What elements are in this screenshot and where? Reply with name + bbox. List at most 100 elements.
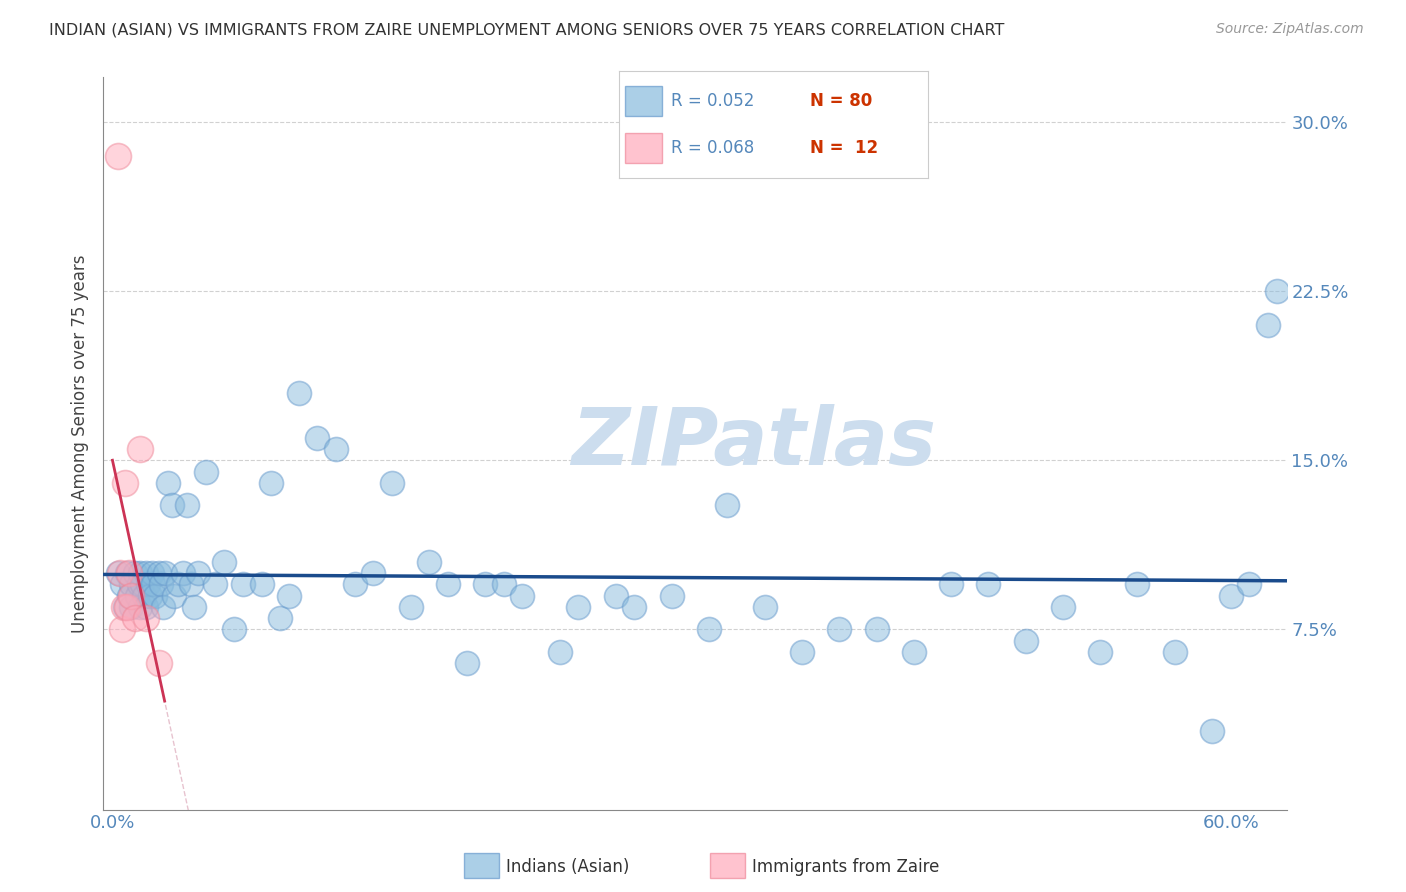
Point — [828, 623, 851, 637]
Point — [1014, 633, 1036, 648]
Point — [790, 645, 813, 659]
Point — [1239, 577, 1261, 591]
Point — [437, 577, 460, 591]
Point — [118, 589, 141, 603]
Point — [325, 442, 347, 456]
Point — [143, 589, 166, 603]
Point — [288, 385, 311, 400]
Point — [977, 577, 1000, 591]
Text: R = 0.052: R = 0.052 — [671, 93, 755, 111]
Point — [343, 577, 366, 591]
Point — [134, 589, 156, 603]
Point — [1052, 599, 1074, 614]
Point — [492, 577, 515, 591]
Point — [166, 577, 188, 591]
Point — [129, 566, 152, 580]
Point — [567, 599, 589, 614]
Text: Immigrants from Zaire: Immigrants from Zaire — [752, 858, 939, 876]
Point — [112, 599, 135, 614]
Y-axis label: Unemployment Among Seniors over 75 years: Unemployment Among Seniors over 75 years — [72, 254, 89, 632]
Point — [172, 566, 194, 580]
Point — [120, 577, 142, 591]
Point — [204, 577, 226, 591]
Point — [157, 475, 180, 490]
Point — [623, 599, 645, 614]
Point — [1201, 723, 1223, 738]
Point — [111, 623, 134, 637]
FancyBboxPatch shape — [624, 87, 662, 116]
Point — [138, 589, 160, 603]
Point — [183, 599, 205, 614]
Text: ZIPatlas: ZIPatlas — [571, 404, 936, 483]
Point — [222, 623, 245, 637]
Point — [865, 623, 887, 637]
Point — [117, 566, 139, 580]
Point — [136, 577, 159, 591]
Point — [117, 599, 139, 614]
Point — [129, 599, 152, 614]
Point — [697, 623, 720, 637]
Point — [474, 577, 496, 591]
Point — [135, 611, 157, 625]
Point — [187, 566, 209, 580]
Point — [1219, 589, 1241, 603]
Point — [903, 645, 925, 659]
Point — [160, 499, 183, 513]
Point — [114, 599, 136, 614]
Point — [149, 577, 172, 591]
Point — [1126, 577, 1149, 591]
Point — [124, 611, 146, 625]
Point — [176, 499, 198, 513]
FancyBboxPatch shape — [624, 134, 662, 163]
Point — [114, 475, 136, 490]
Point — [278, 589, 301, 603]
Point — [152, 599, 174, 614]
Text: Source: ZipAtlas.com: Source: ZipAtlas.com — [1216, 22, 1364, 37]
Point — [125, 589, 148, 603]
Point — [1090, 645, 1112, 659]
Point — [131, 577, 153, 591]
Point — [661, 589, 683, 603]
Point — [120, 589, 142, 603]
Point — [163, 589, 186, 603]
Point — [456, 656, 478, 670]
Point — [716, 499, 738, 513]
Point — [250, 577, 273, 591]
Point — [512, 589, 534, 603]
Point — [148, 656, 170, 670]
Point — [135, 566, 157, 580]
Point — [135, 599, 157, 614]
Point — [142, 577, 165, 591]
Point — [108, 566, 131, 580]
Point — [939, 577, 962, 591]
Point — [107, 566, 129, 580]
Text: N =  12: N = 12 — [810, 139, 879, 157]
Point — [399, 599, 422, 614]
Text: N = 80: N = 80 — [810, 93, 873, 111]
Text: Indians (Asian): Indians (Asian) — [506, 858, 630, 876]
Point — [260, 475, 283, 490]
Point — [141, 566, 163, 580]
Point — [232, 577, 254, 591]
Point — [269, 611, 291, 625]
Point — [129, 442, 152, 456]
Point — [153, 566, 176, 580]
Point — [418, 555, 440, 569]
Point — [1164, 645, 1187, 659]
Point — [124, 566, 146, 580]
Point — [381, 475, 404, 490]
Point — [214, 555, 236, 569]
Point — [120, 599, 142, 614]
Point — [148, 566, 170, 580]
Point — [754, 599, 776, 614]
Point — [1265, 285, 1288, 299]
Point — [107, 149, 129, 163]
Point — [194, 465, 217, 479]
Point — [548, 645, 571, 659]
Point — [605, 589, 627, 603]
Point — [118, 566, 141, 580]
Point — [180, 577, 202, 591]
Point — [1257, 318, 1279, 333]
Point — [363, 566, 385, 580]
Point — [111, 577, 134, 591]
